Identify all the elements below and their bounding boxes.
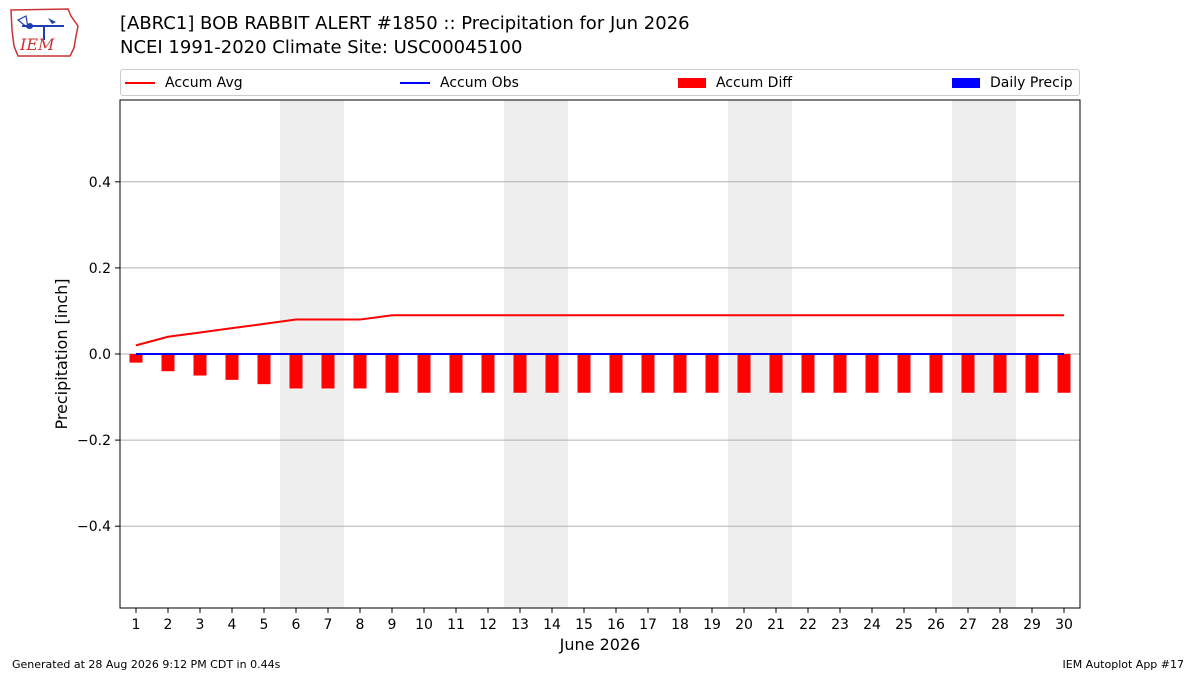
legend-label-accum-obs: Accum Obs xyxy=(440,74,519,91)
bar-accum-diff-day-18 xyxy=(673,354,687,393)
legend-label-daily-precip: Daily Precip xyxy=(990,74,1073,91)
legend-label-accum-avg: Accum Avg xyxy=(165,74,243,91)
logo-text: IEM xyxy=(19,35,55,54)
x-tick-label: 15 xyxy=(575,617,593,633)
iem-iowa-logo-icon: IEM xyxy=(10,8,79,57)
bar-accum-diff-day-17 xyxy=(641,354,655,393)
bar-accum-diff-day-14 xyxy=(545,354,559,393)
bar-accum-diff-day-7 xyxy=(321,354,335,389)
legend-swatch-daily-precip xyxy=(952,77,980,88)
legend-item-daily-precip: Daily Precip xyxy=(952,70,1073,95)
legend-label-accum-diff: Accum Diff xyxy=(716,74,793,91)
x-tick-label: 7 xyxy=(324,617,333,633)
x-tick-label: 20 xyxy=(735,617,753,633)
x-tick-label: 14 xyxy=(543,617,561,633)
bar-accum-diff-day-29 xyxy=(1025,354,1039,393)
bar-accum-diff-day-20 xyxy=(737,354,751,393)
x-tick-label: 10 xyxy=(415,617,433,633)
bar-accum-diff-day-5 xyxy=(257,354,271,385)
x-tick-label: 6 xyxy=(292,617,301,633)
footer-generated: Generated at 28 Aug 2026 9:12 PM CDT in … xyxy=(12,658,281,671)
x-tick-label: 3 xyxy=(196,617,205,633)
footer-app-id: IEM Autoplot App #17 xyxy=(1062,658,1185,671)
bar-accum-diff-day-15 xyxy=(577,354,591,393)
bar-accum-diff-day-19 xyxy=(705,354,719,393)
x-tick-label: 29 xyxy=(1023,617,1041,633)
y-tick-label: −0.2 xyxy=(77,433,111,449)
y-tick-label: −0.4 xyxy=(77,519,111,535)
bar-accum-diff-day-22 xyxy=(801,354,815,393)
bar-accum-diff-day-30 xyxy=(1057,354,1071,393)
legend-item-accum-diff: Accum Diff xyxy=(678,70,792,95)
x-tick-label: 18 xyxy=(671,617,689,633)
legend-item-accum-obs: Accum Obs xyxy=(400,70,519,95)
x-tick-label: 9 xyxy=(388,617,397,633)
y-tick-label: 0.4 xyxy=(89,175,111,191)
bar-accum-diff-day-10 xyxy=(417,354,431,393)
x-tick-label: 19 xyxy=(703,617,721,633)
bar-accum-diff-day-21 xyxy=(769,354,783,393)
bar-accum-diff-day-6 xyxy=(289,354,303,389)
chart-legend: Accum Avg Accum Obs Accum Diff Daily Pre… xyxy=(120,69,1080,96)
x-tick-label: 4 xyxy=(228,617,237,633)
bar-accum-diff-day-23 xyxy=(833,354,847,393)
x-tick-label: 17 xyxy=(639,617,657,633)
x-tick-label: 11 xyxy=(447,617,465,633)
legend-swatch-accum-diff xyxy=(678,77,706,88)
x-tick-label: 24 xyxy=(863,617,881,633)
x-tick-label: 16 xyxy=(607,617,625,633)
line-accum-avg xyxy=(135,314,1064,347)
chart-subtitle: NCEI 1991-2020 Climate Site: USC00045100 xyxy=(120,37,523,58)
y-tick-label: 0.2 xyxy=(89,261,111,277)
bar-accum-diff-day-16 xyxy=(609,354,623,393)
bar-accum-diff-day-2 xyxy=(161,354,175,372)
x-tick-label: 22 xyxy=(799,617,817,633)
x-tick-label: 2 xyxy=(164,617,173,633)
bar-accum-diff-day-4 xyxy=(225,354,239,380)
chart-title-block: [ABRC1] BOB RABBIT ALERT #1850 :: Precip… xyxy=(120,12,690,60)
y-tick-label: 0.0 xyxy=(89,347,111,363)
x-tick-label: 25 xyxy=(895,617,913,633)
legend-swatch-accum-obs xyxy=(400,81,430,84)
bar-accum-diff-day-13 xyxy=(513,354,527,393)
bar-accum-diff-day-8 xyxy=(353,354,367,389)
legend-swatch-accum-avg xyxy=(125,81,155,84)
bar-accum-diff-day-3 xyxy=(193,354,207,376)
bar-accum-diff-day-11 xyxy=(449,354,463,393)
x-tick-label: 30 xyxy=(1055,617,1073,633)
y-axis-label: Precipitation [inch] xyxy=(52,278,71,429)
bar-accum-diff-day-24 xyxy=(865,354,879,393)
x-tick-label: 12 xyxy=(479,617,497,633)
bar-accum-diff-day-12 xyxy=(481,354,495,393)
bar-accum-diff-day-25 xyxy=(897,354,911,393)
x-tick-label: 27 xyxy=(959,617,977,633)
x-tick-label: 21 xyxy=(767,617,785,633)
legend-item-accum-avg: Accum Avg xyxy=(125,70,243,95)
x-tick-label: 8 xyxy=(356,617,365,633)
bar-accum-diff-day-1 xyxy=(129,354,143,363)
x-tick-label: 23 xyxy=(831,617,849,633)
bar-accum-diff-day-27 xyxy=(961,354,975,393)
x-tick-label: 1 xyxy=(132,617,141,633)
x-tick-label: 26 xyxy=(927,617,945,633)
x-axis-label: June 2026 xyxy=(559,635,641,654)
bar-accum-diff-day-9 xyxy=(385,354,399,393)
x-tick-label: 28 xyxy=(991,617,1009,633)
bar-accum-diff-day-26 xyxy=(929,354,943,393)
x-tick-label: 5 xyxy=(260,617,269,633)
x-tick-label: 13 xyxy=(511,617,529,633)
iem-logo: IEM xyxy=(8,6,82,60)
chart-title: [ABRC1] BOB RABBIT ALERT #1850 :: Precip… xyxy=(120,13,690,34)
bar-accum-diff-day-28 xyxy=(993,354,1007,393)
